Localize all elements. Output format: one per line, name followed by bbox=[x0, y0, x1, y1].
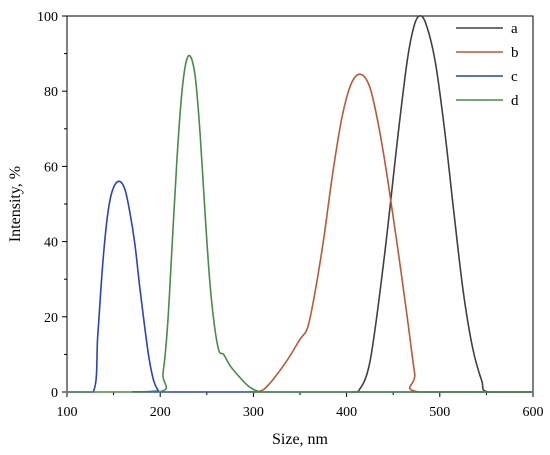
series-line-a bbox=[350, 15, 534, 393]
plot-frame bbox=[66, 15, 534, 393]
ticks: 100 200 300 400 500 600 0 20 40 60 80 100 bbox=[37, 10, 544, 420]
y-tick-label: 20 bbox=[44, 311, 58, 326]
series-line-d bbox=[66, 54, 534, 393]
x-tick-label: 400 bbox=[336, 405, 357, 420]
legend-label-d: d bbox=[511, 93, 519, 109]
legend-label-a: a bbox=[511, 21, 518, 37]
x-tick-label: 200 bbox=[150, 405, 171, 420]
y-tick-label: 80 bbox=[44, 85, 58, 100]
x-tick-label: 600 bbox=[523, 405, 544, 420]
x-axis-title: Size, nm bbox=[272, 431, 329, 448]
legend-label-c: c bbox=[511, 69, 518, 85]
y-axis-title: Intensity, % bbox=[7, 166, 24, 242]
y-tick-label: 0 bbox=[51, 386, 58, 401]
legend-label-b: b bbox=[511, 45, 519, 61]
y-tick-label: 40 bbox=[44, 236, 58, 251]
series-line-b bbox=[252, 73, 534, 393]
x-tick-label: 500 bbox=[429, 405, 450, 420]
x-tick-label: 100 bbox=[57, 405, 78, 420]
x-tick-label: 300 bbox=[243, 405, 264, 420]
series-group bbox=[66, 15, 534, 393]
y-tick-label: 60 bbox=[44, 160, 58, 175]
axes bbox=[66, 15, 534, 393]
y-tick-label: 100 bbox=[37, 10, 58, 25]
